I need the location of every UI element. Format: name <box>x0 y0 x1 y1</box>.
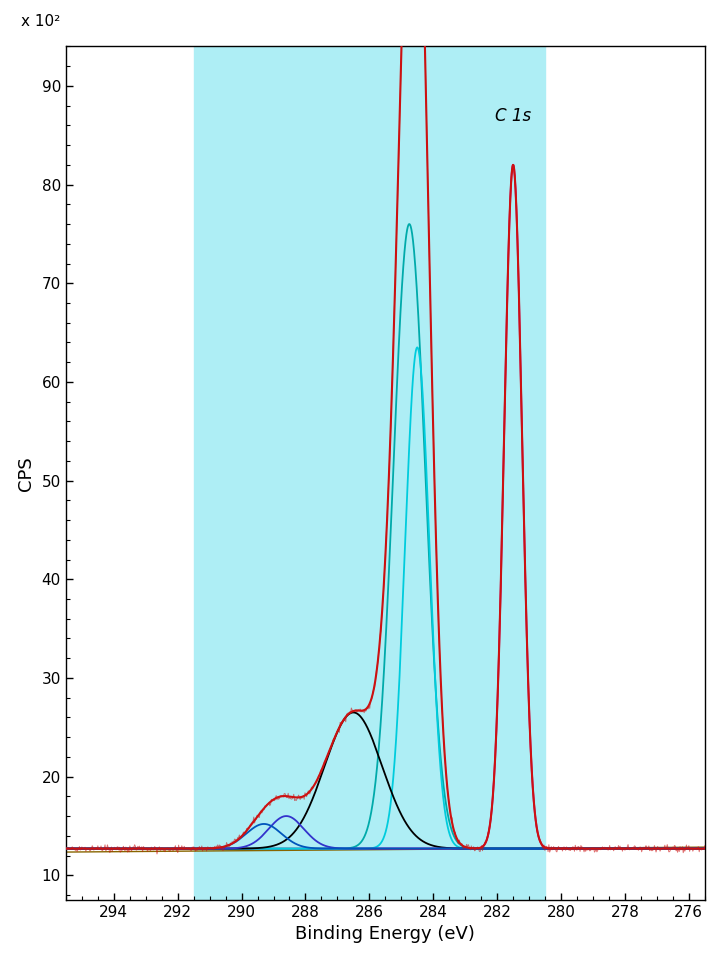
X-axis label: Binding Energy (eV): Binding Energy (eV) <box>295 925 475 944</box>
Text: x 10²: x 10² <box>21 14 61 30</box>
Text: C 1s: C 1s <box>495 108 531 126</box>
Bar <box>193 46 545 900</box>
Y-axis label: CPS: CPS <box>17 456 35 491</box>
